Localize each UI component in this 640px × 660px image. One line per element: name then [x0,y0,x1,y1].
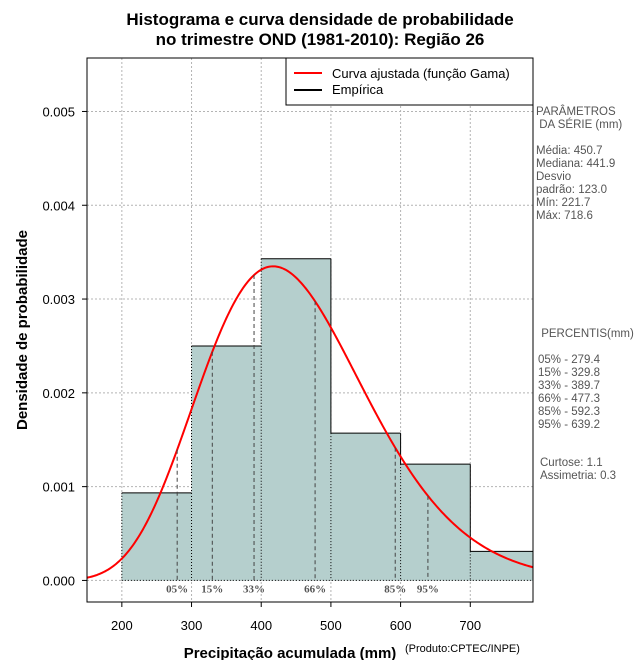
param-median: Mediana: 441.9 [536,158,616,170]
percentile-marker-label: 85% [384,583,406,595]
y-tick-label: 0.001 [42,480,75,495]
percentile-marker-label: 05% [166,583,188,595]
percentiles-panel: PERCENTIS(mm) 05% - 279.4 15% - 329.8 33… [538,328,640,432]
series-parameters-panel: PARÂMETROS DA SÉRIE (mm) Média: 450.7 Me… [536,106,640,223]
percentile-33: 33% - 389.7 [538,380,601,392]
x-tick-label: 500 [320,618,342,633]
y-tick-label: 0.002 [42,386,75,401]
x-tick-label: 300 [181,618,203,633]
y-tick-label: 0.003 [42,292,75,307]
y-axis-label: Densidade de probabilidade [14,230,31,430]
y-tick-label: 0.000 [42,573,75,588]
percentile-05: 05% - 279.4 [538,354,601,366]
x-tick-label: 700 [459,618,481,633]
percentile-marker-label: 95% [417,583,439,595]
legend: Curva ajustada (função Gama) Empírica [285,57,534,106]
x-axis-label: Precipitação acumulada (mm) [184,645,397,660]
percentile-95: 95% - 639.2 [538,419,601,431]
histogram-bar [121,492,192,581]
params-header-line-1: PARÂMETROS [536,106,616,118]
x-tick-label: 400 [250,618,272,633]
param-sd-label: Desvio [536,171,572,183]
x-tick-label: 200 [111,618,133,633]
histogram-bar [191,345,262,581]
legend-label-fit: Curva ajustada (função Gama) [332,66,510,81]
percentile-marker-label: 15% [201,583,223,595]
percentile-66: 66% - 477.3 [538,393,601,405]
param-max: Máx: 718.6 [536,210,593,222]
percentile-15: 15% - 329.8 [538,367,601,379]
percentile-85: 85% - 592.3 [538,406,601,418]
param-mean: Média: 450.7 [536,145,603,157]
product-credit: (Produto:CPTEC/INPE) [405,643,520,655]
shape-stats-panel: Curtose: 1.1 Assimetria: 0.3 [540,457,640,483]
params-header-line-2: DA SÉRIE (mm) [536,119,623,131]
x-tick-label: 600 [390,618,412,633]
gamma-fit-curve [86,265,534,579]
percentile-marker-label: 33% [243,583,265,595]
y-tick-label: 0.004 [42,198,75,213]
chart-title-line-2: no trimestre OND (1981-2010): Região 26 [156,30,485,49]
histogram-bar [400,464,471,581]
stat-kurtosis: Curtose: 1.1 [540,457,603,469]
percentiles-header: PERCENTIS(mm) [538,328,634,340]
stat-skewness: Assimetria: 0.3 [540,470,617,482]
histogram-bar [261,258,331,581]
chart-title-line-1: Histograma e curva densidade de probabil… [126,10,513,29]
percentile-marker-label: 66% [304,583,326,595]
y-tick-label: 0.005 [42,104,75,119]
legend-box [285,57,534,106]
param-min: Mín: 221.7 [536,197,591,209]
histogram-bar [330,433,401,581]
param-sd-value: padrão: 123.0 [536,184,607,196]
legend-label-empirical: Empírica [332,82,384,97]
